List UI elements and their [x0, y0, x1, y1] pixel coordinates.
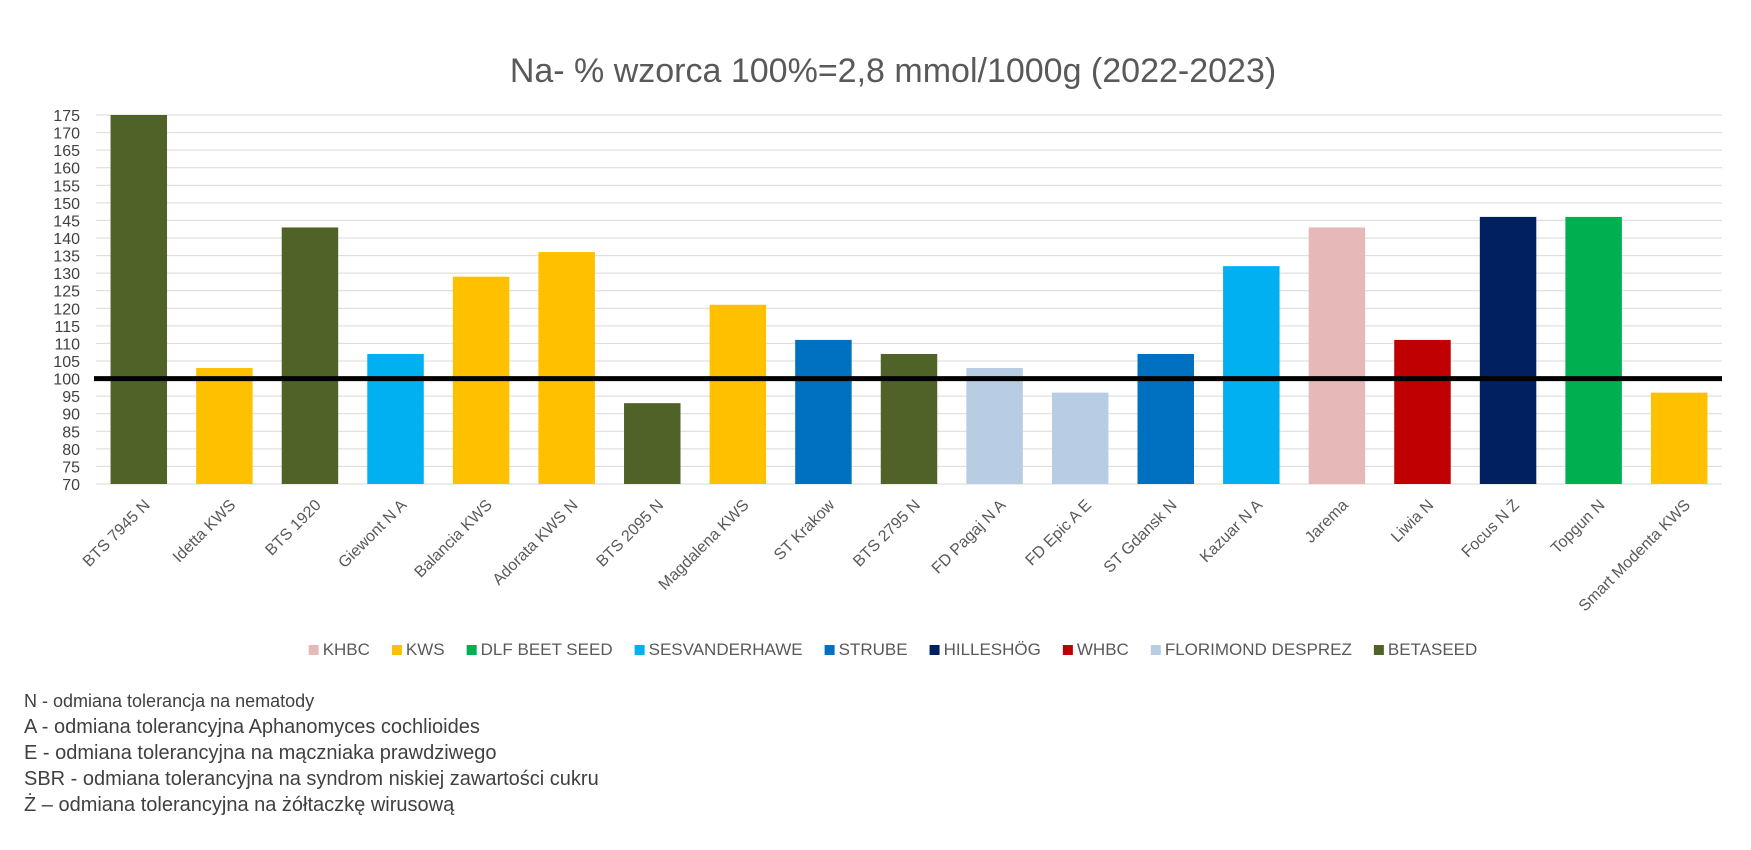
x-tick-label: FD Pagaj N A	[929, 497, 1010, 578]
bar	[281, 227, 339, 484]
bar	[1565, 216, 1622, 484]
x-tick-label: BTS 7945 N	[80, 497, 154, 571]
legend-label: FLORIMOND DESPREZ	[1165, 640, 1352, 659]
y-tick-label: 175	[53, 108, 80, 125]
note-virus-yellows: Ż – odmiana tolerancyjna na żółtaczkę wi…	[24, 794, 455, 816]
y-tick-label: 85	[62, 424, 80, 441]
gridlines	[96, 114, 1722, 485]
legend-swatch	[1373, 645, 1384, 655]
y-tick-label: 150	[53, 196, 80, 213]
y-tick-label: 95	[62, 389, 80, 406]
legend: KHBC KWS DLF BEET SEED SESVANDERHAWE STRUBE H…	[308, 640, 1477, 659]
legend-swatch	[824, 645, 835, 655]
notes-block: N - odmiana tolerancja na nematody A - o…	[24, 688, 599, 818]
bar	[196, 368, 253, 484]
bar	[966, 368, 1023, 484]
legend-label: WHBC	[1077, 640, 1129, 659]
y-tick-label: 70	[62, 477, 80, 494]
x-tick-label: FD Epic A E	[1023, 497, 1095, 569]
y-tick-label: 145	[53, 213, 80, 230]
legend-item: KWS	[391, 640, 445, 659]
x-tick-label: Jarema	[1302, 497, 1352, 547]
bar	[110, 115, 168, 484]
x-tick-label: Liwia N	[1388, 497, 1437, 546]
legend-item: STRUBE	[824, 640, 908, 659]
legend-swatch	[1150, 645, 1161, 655]
bar-chart: Na- % wzorca 100%=2,8 mmol/1000g (2022-2…	[53, 52, 1722, 659]
y-tick-label: 110	[54, 336, 80, 353]
bar	[1650, 392, 1708, 484]
bar	[1223, 266, 1280, 484]
y-tick-label: 100	[53, 372, 80, 389]
bar	[1479, 216, 1537, 484]
y-tick-label: 115	[54, 319, 80, 336]
x-tick-label: ST Krakow	[771, 496, 838, 563]
legend-label: DLF BEET SEED	[481, 640, 613, 659]
x-tick-label: BTS 2795 N	[850, 497, 924, 571]
y-tick-label: 165	[53, 143, 80, 160]
x-tick-label: Focus N Ż	[1457, 495, 1523, 561]
y-tick-label: 140	[53, 231, 80, 248]
y-tick-label: 80	[62, 442, 80, 459]
bar	[880, 353, 938, 484]
x-tick-label: Topgun N	[1548, 497, 1608, 557]
legend-label: SESVANDERHAWE	[649, 640, 803, 659]
y-axis-ticks: 7075808590951001051101151201251301351401…	[53, 108, 80, 494]
chart-title: Na- % wzorca 100%=2,8 mmol/1000g (2022-2…	[510, 52, 1276, 90]
bar	[538, 252, 595, 484]
legend-label: KHBC	[323, 640, 370, 659]
x-tick-label: Magdalena KWS	[656, 497, 753, 594]
bar	[1137, 353, 1194, 484]
legend-label: KWS	[406, 640, 445, 659]
y-tick-label: 105	[53, 354, 80, 371]
y-tick-label: 135	[53, 249, 80, 266]
legend-label: BETASEED	[1388, 640, 1477, 659]
legend-swatch	[634, 645, 645, 655]
legend-swatch	[466, 645, 477, 655]
legend-item: DLF BEET SEED	[466, 640, 613, 659]
bar	[1394, 339, 1451, 484]
legend-label: STRUBE	[839, 640, 908, 659]
x-tick-label: BTS 1920	[262, 497, 324, 559]
bar	[795, 339, 852, 484]
y-tick-label: 130	[53, 266, 80, 283]
y-tick-label: 75	[62, 459, 80, 476]
legend-swatch	[391, 645, 402, 655]
y-tick-label: 90	[62, 407, 80, 424]
y-tick-label: 160	[53, 161, 80, 178]
x-tick-label: BTS 2095 N	[593, 497, 667, 571]
x-tick-label: Balancia KWS	[412, 497, 496, 581]
legend-label: HILLESHÖG	[944, 640, 1041, 659]
legend-swatch	[1062, 645, 1073, 655]
note-aphanomyces: A - odmiana tolerancyjna Aphanomyces coc…	[24, 716, 480, 738]
legend-item: SESVANDERHAWE	[634, 640, 803, 659]
bar	[367, 353, 424, 484]
y-tick-label: 125	[53, 284, 80, 301]
legend-item: FLORIMOND DESPREZ	[1150, 640, 1352, 659]
bar	[1308, 227, 1366, 484]
y-tick-label: 155	[53, 178, 80, 195]
note-sbr: SBR - odmiana tolerancyjna na syndrom ni…	[24, 768, 599, 790]
note-nematode: N - odmiana tolerancja na nematody	[24, 691, 315, 711]
x-tick-label: ST Gdansk N	[1101, 497, 1181, 577]
note-powdery-mildew: E - odmiana tolerancyjna na mączniaka pr…	[24, 742, 497, 764]
bars	[110, 115, 1708, 484]
x-tick-label: Giewont N A	[335, 497, 410, 572]
legend-item: BETASEED	[1373, 640, 1477, 659]
legend-item: WHBC	[1062, 640, 1129, 659]
legend-item: HILLESHÖG	[929, 640, 1041, 659]
legend-swatch	[929, 645, 940, 655]
legend-swatch	[308, 645, 319, 655]
x-tick-label: Idetta KWS	[170, 497, 239, 566]
bar	[1051, 392, 1109, 484]
y-tick-label: 170	[53, 126, 80, 143]
x-tick-label: Adorata KWS N	[490, 497, 582, 589]
x-tick-label: Kazuar N A	[1197, 497, 1266, 566]
bar	[709, 304, 767, 484]
y-tick-label: 120	[53, 301, 80, 318]
bar	[624, 403, 681, 484]
legend-item: KHBC	[308, 640, 370, 659]
